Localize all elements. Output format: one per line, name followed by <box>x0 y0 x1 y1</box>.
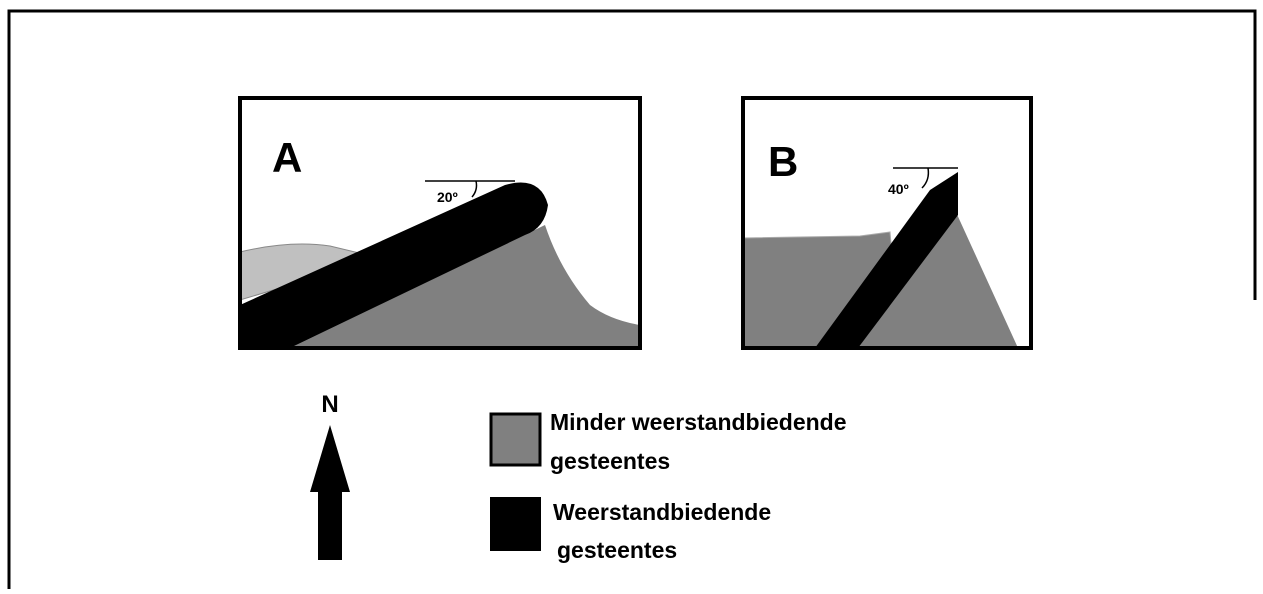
legend-text: gesteentes <box>557 537 677 563</box>
panel-label: A <box>272 134 302 181</box>
panel-label: B <box>768 138 798 185</box>
legend-text: gesteentes <box>550 448 670 474</box>
panel-b: B 40º <box>743 98 1031 348</box>
legend-swatch-hard <box>490 497 541 551</box>
panel-a: A 20º <box>240 98 640 348</box>
legend-text: Weerstandbiedende <box>553 499 771 525</box>
north-label: N <box>321 391 338 418</box>
legend-swatch-soft <box>491 414 540 465</box>
legend-text: Minder weerstandbiedende <box>550 409 847 435</box>
angle-label: 20º <box>437 189 458 205</box>
diagram: A 20º B 40º N Minder weerstandbiedende g… <box>0 0 1263 589</box>
angle-label: 40º <box>888 181 909 197</box>
